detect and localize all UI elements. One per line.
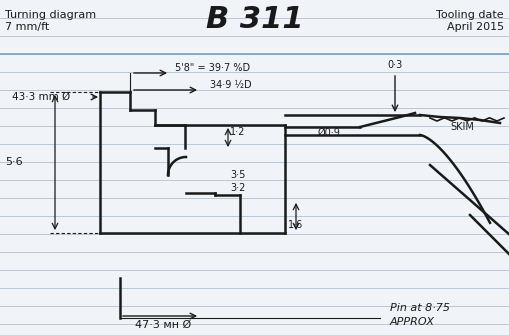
Text: B 311: B 311: [206, 5, 304, 34]
Text: 3·5: 3·5: [230, 170, 245, 180]
Text: 0·3: 0·3: [387, 60, 403, 70]
Text: SKIM: SKIM: [450, 122, 474, 132]
Text: Tooling date: Tooling date: [436, 10, 504, 20]
Text: Pin at 8·75: Pin at 8·75: [390, 303, 450, 313]
Text: 43·3 mm Ø: 43·3 mm Ø: [12, 92, 70, 102]
Text: 1·6: 1·6: [289, 220, 304, 230]
Text: April 2015: April 2015: [447, 22, 504, 32]
Text: Ø0·9: Ø0·9: [318, 128, 341, 138]
Text: 34·9 ½D: 34·9 ½D: [210, 80, 251, 90]
Text: APPROX: APPROX: [390, 317, 435, 327]
Text: 47·3 мн Ø: 47·3 мн Ø: [135, 320, 191, 330]
Text: 5'8" = 39·7 %D: 5'8" = 39·7 %D: [175, 63, 250, 73]
Text: 3·2: 3·2: [230, 183, 245, 193]
Text: 7 mm/ft: 7 mm/ft: [5, 22, 49, 32]
Text: Turning diagram: Turning diagram: [5, 10, 96, 20]
Text: 5·6: 5·6: [5, 157, 22, 167]
Text: 1·2: 1·2: [230, 127, 245, 137]
